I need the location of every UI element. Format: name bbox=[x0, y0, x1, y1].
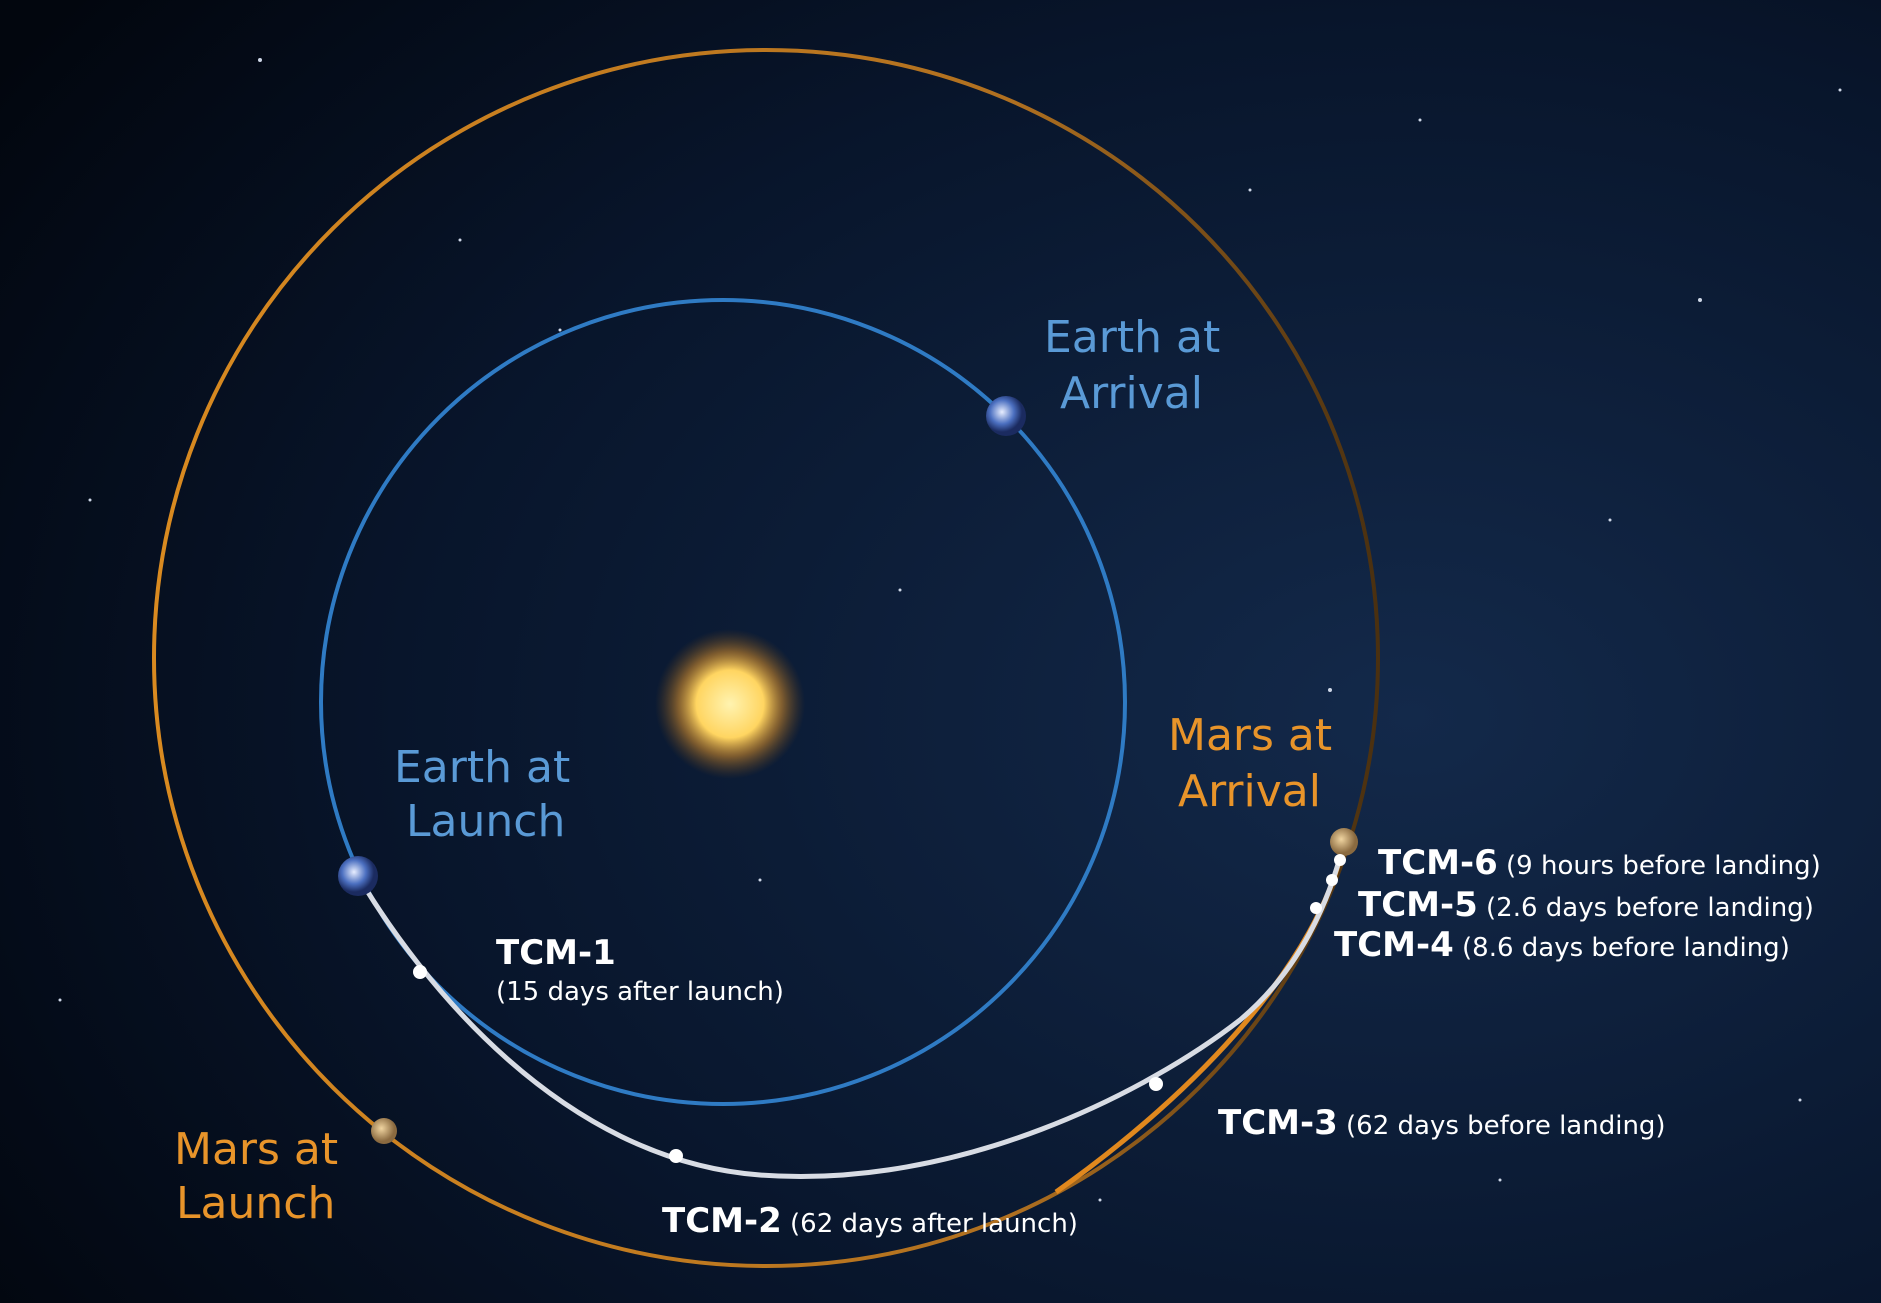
tcm-name: TCM-2 bbox=[662, 1201, 782, 1241]
earth-arrival bbox=[986, 396, 1026, 436]
label: Arrival bbox=[1178, 766, 1321, 817]
tcm-name: TCM-5 bbox=[1358, 885, 1478, 925]
page: Earth at Arrival Earth at Launch Mars at… bbox=[0, 0, 1881, 1303]
tcm-label: TCM-1 bbox=[496, 933, 616, 973]
tcm-name: TCM-1 bbox=[496, 933, 616, 973]
earth-launch bbox=[338, 856, 378, 896]
mars-launch bbox=[371, 1118, 397, 1144]
sun bbox=[655, 629, 805, 779]
label: Earth at bbox=[1044, 312, 1220, 363]
label: Launch bbox=[176, 1178, 335, 1229]
background bbox=[0, 0, 1881, 1303]
tcm-detail: (8.6 days before landing) bbox=[1462, 933, 1790, 963]
tcm-detail: (62 days after launch) bbox=[790, 1209, 1078, 1239]
diagram: Earth at Arrival Earth at Launch Mars at… bbox=[0, 0, 1881, 1303]
mars-arrival bbox=[1330, 828, 1358, 856]
tcm-name: TCM-4 bbox=[1334, 925, 1454, 965]
label: Earth at bbox=[394, 742, 570, 793]
label: Mars at bbox=[1168, 710, 1332, 761]
tcm-name: TCM-6 bbox=[1378, 843, 1498, 883]
label: Arrival bbox=[1060, 368, 1203, 419]
tcm-detail: (15 days after launch) bbox=[496, 977, 784, 1007]
label: Mars at bbox=[174, 1124, 338, 1175]
tcm-name: TCM-3 bbox=[1218, 1103, 1338, 1143]
tcm-detail: (62 days before landing) bbox=[1346, 1111, 1666, 1141]
label: Launch bbox=[406, 796, 565, 847]
tcm-detail: (9 hours before landing) bbox=[1506, 851, 1821, 881]
tcm-detail: (2.6 days before landing) bbox=[1486, 893, 1814, 923]
